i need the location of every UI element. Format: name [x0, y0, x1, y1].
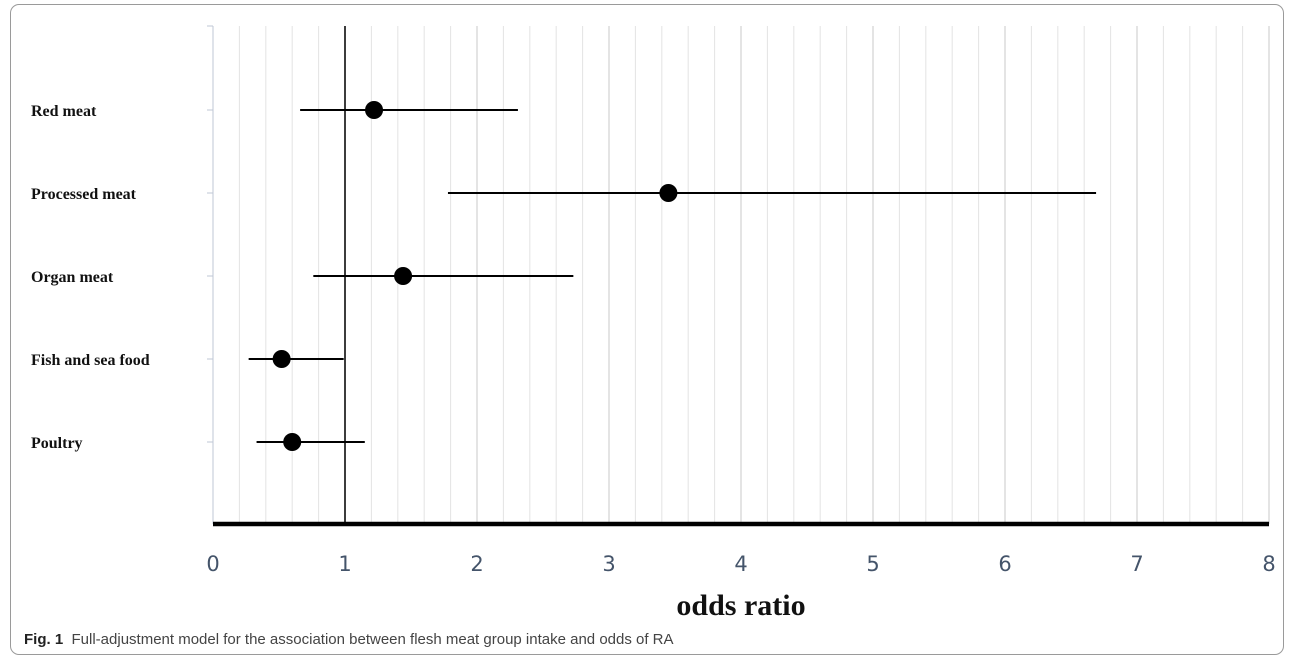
- category-label: Processed meat: [31, 186, 137, 203]
- category-label: Organ meat: [31, 269, 114, 286]
- odds-ratio-point: [659, 184, 678, 202]
- category-label: Fish and sea food: [31, 352, 150, 369]
- data-marks: [248, 101, 1097, 451]
- caption-text: Full-adjustment model for the associatio…: [71, 631, 674, 648]
- odds-ratio-point: [394, 267, 413, 285]
- y-axis-ticks: [207, 25, 213, 443]
- x-tick-label: 5: [866, 552, 879, 576]
- x-tick-label: 6: [998, 552, 1011, 576]
- figure-caption: Fig. 1 Full-adjustment model for the ass…: [24, 631, 674, 648]
- odds-ratio-point: [283, 433, 302, 451]
- x-tick-label: 1: [338, 552, 351, 576]
- category-labels: Red meat Processed meat Organ meat Fish and…: [31, 103, 150, 452]
- odds-ratio-point: [272, 350, 291, 368]
- x-tick-label: 4: [734, 552, 747, 576]
- x-tick-label: 2: [470, 552, 483, 576]
- figure-frame: [10, 4, 1284, 655]
- category-label: Red meat: [31, 103, 97, 120]
- x-tick-label: 8: [1262, 552, 1275, 576]
- x-tick-label: 3: [602, 552, 615, 576]
- caption-label: Fig. 1: [24, 631, 64, 648]
- x-tick-label: 7: [1130, 552, 1143, 576]
- x-tick-labels: 0 1 2 3 4 5 6 7 8: [206, 552, 1275, 576]
- x-tick-label: 0: [206, 552, 219, 576]
- x-axis-title: odds ratio: [676, 589, 805, 622]
- odds-ratio-point: [365, 101, 384, 119]
- category-label: Poultry: [31, 435, 83, 452]
